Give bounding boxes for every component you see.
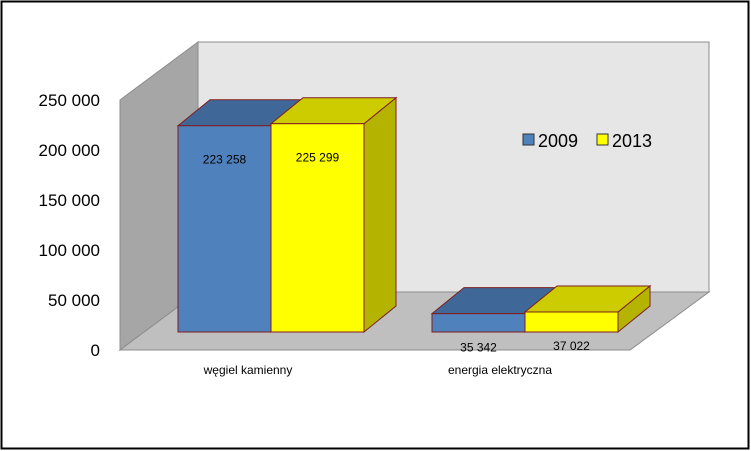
data-label: 37 022 xyxy=(553,339,590,353)
legend-swatch xyxy=(522,133,535,146)
bar-front xyxy=(524,311,619,333)
bar-2013-energia-elektryczna: 37 022 xyxy=(523,284,652,353)
data-label: 225 299 xyxy=(296,151,340,165)
bar-front xyxy=(177,125,272,333)
legend-item-2013: 2013 xyxy=(596,131,652,151)
legend-item-2009: 2009 xyxy=(522,131,578,151)
y-tick-label: 50 000 xyxy=(48,291,100,310)
legend: 2009 2013 xyxy=(522,131,652,151)
bar-front xyxy=(431,313,526,333)
legend-label: 2009 xyxy=(538,131,578,151)
data-label: 223 258 xyxy=(203,153,247,167)
data-label: 35 342 xyxy=(460,341,497,355)
legend-swatch xyxy=(596,133,609,146)
x-tick-label: energia elektryczna xyxy=(448,363,552,377)
x-tick-label: węgiel kamienny xyxy=(203,363,293,377)
bars: 223 258 225 299 35 342 37 022 xyxy=(176,96,652,355)
y-tick-label: 150 000 xyxy=(39,191,100,210)
bar-side xyxy=(363,96,397,334)
legend-label: 2013 xyxy=(612,131,652,151)
y-tick-label: 100 000 xyxy=(39,241,100,260)
y-tick-label: 0 xyxy=(91,341,100,360)
y-tick-label: 250 000 xyxy=(39,91,100,110)
y-tick-label: 200 000 xyxy=(39,141,100,160)
bar-front xyxy=(270,123,365,333)
bar-2013-wegiel-kamienny: 225 299 xyxy=(269,96,398,334)
x-axis: węgiel kamienny energia elektryczna xyxy=(203,363,553,377)
y-axis: 0 50 000 100 000 150 000 200 000 250 000 xyxy=(39,91,100,360)
